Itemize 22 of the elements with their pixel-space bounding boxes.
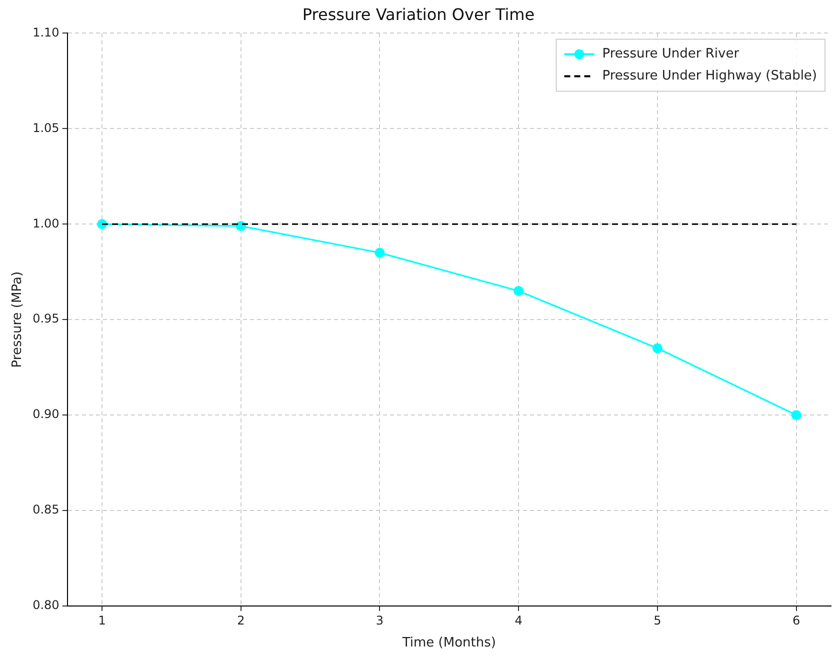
x-tick-label: 2 — [237, 613, 245, 628]
legend-label: Pressure Under River — [602, 46, 740, 62]
y-tick-label: 0.90 — [32, 407, 60, 422]
y-tick-label: 1.05 — [32, 120, 60, 135]
x-tick-label: 6 — [792, 613, 800, 628]
y-tick-label: 1.00 — [32, 216, 60, 230]
y-axis-title: Pressure (MPa) — [10, 271, 26, 368]
point — [374, 248, 385, 258]
x-tick-label: 3 — [376, 613, 384, 628]
y-tick-label: 0.80 — [32, 598, 60, 612]
point — [652, 343, 662, 354]
y-tick-label: 0.95 — [32, 312, 60, 326]
x-tick-label: 4 — [514, 613, 522, 628]
point — [514, 286, 524, 296]
point — [791, 410, 802, 420]
y-tick-label: 0.85 — [32, 502, 60, 517]
chart-title: Pressure Variation Over Time — [302, 4, 535, 24]
legend-label: Pressure Under Highway (Stable) — [602, 68, 817, 84]
x-tick-label: 1 — [98, 613, 106, 628]
x-tick-label: 5 — [654, 613, 662, 628]
x-axis-title: Time (Months) — [401, 636, 496, 651]
y-tick-label: 1.10 — [32, 25, 60, 40]
